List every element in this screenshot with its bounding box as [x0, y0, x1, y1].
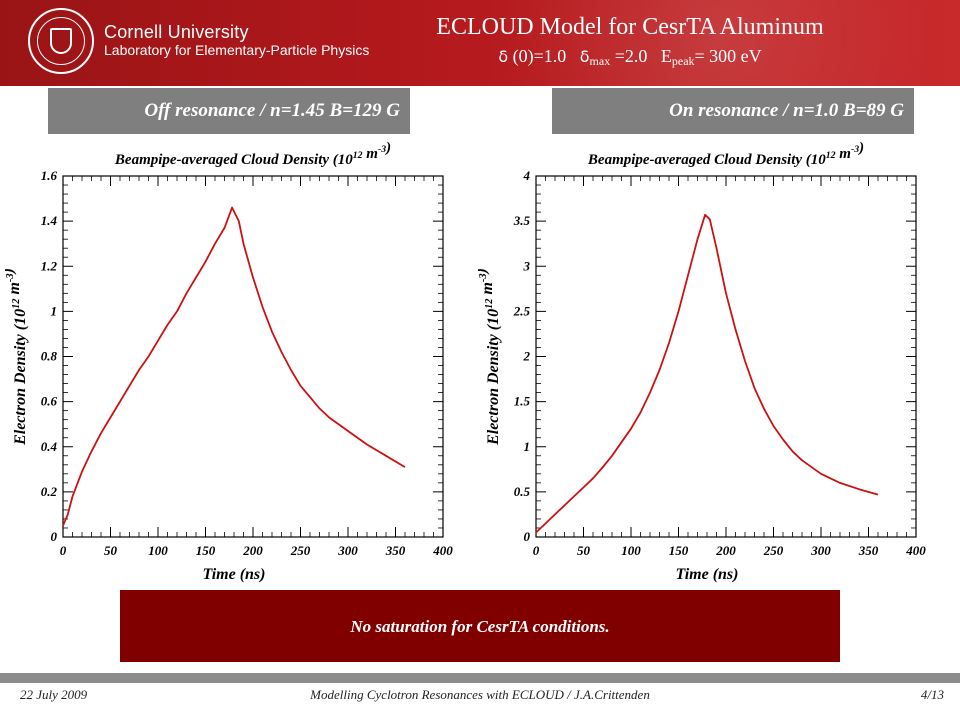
x-tick-label: 100	[621, 543, 641, 558]
right-panel-label: On resonance / n=1.0 B=89 G	[552, 88, 914, 134]
left-panel-label: Off resonance / n=1.45 B=129 G	[48, 88, 410, 134]
y-tick-label: 1	[51, 303, 58, 318]
y-axis-label: Electron Density (1012 m-3)	[478, 268, 502, 446]
delta-zero-value: (0)=1.0	[512, 46, 567, 66]
e-peak-symbol: E	[660, 46, 672, 66]
y-tick-label: 0.8	[41, 349, 58, 364]
x-tick-label: 50	[577, 543, 591, 558]
x-tick-label: 300	[337, 543, 358, 558]
y-tick-label: 1.2	[41, 258, 58, 273]
y-tick-label: 0.4	[41, 439, 58, 454]
slide-header: Cornell University Laboratory for Elemen…	[0, 0, 960, 86]
delta-symbol-2: δ	[579, 47, 590, 66]
y-tick-label: 2.5	[513, 303, 531, 318]
series-line	[62, 206, 406, 527]
y-tick-label: 1.5	[514, 394, 531, 409]
footer-page-number: 4/13	[920, 687, 944, 702]
footer-title: Modelling Cyclotron Resonances with ECLO…	[310, 687, 650, 702]
x-tick-label: 150	[196, 543, 216, 558]
y-axis-label: Electron Density (1012 m-3)	[5, 268, 29, 446]
x-tick-label: 150	[669, 543, 689, 558]
series-line	[535, 213, 879, 534]
x-tick-label: 100	[148, 543, 168, 558]
x-tick-label: 250	[290, 543, 311, 558]
slide-subtitle: δ (0)=1.0 δmax =2.0 Epeak= 300 eV	[400, 46, 860, 69]
y-tick-label: 4	[523, 168, 531, 183]
x-tick-label: 350	[858, 543, 879, 558]
chart-title: Beampipe-averaged Cloud Density (1012 m-…	[587, 140, 864, 168]
y-tick-label: 0.2	[41, 484, 58, 499]
x-axis-label: Time (ns)	[676, 566, 739, 583]
y-tick-label: 3	[523, 258, 531, 273]
y-tick-label: 0	[51, 529, 58, 544]
x-tick-label: 0	[533, 543, 540, 558]
footer-bar	[0, 673, 960, 683]
chart-on-resonance: Beampipe-averaged Cloud Density (1012 m-…	[478, 140, 926, 583]
lab-name: Laboratory for Elementary-Particle Physi…	[104, 42, 370, 58]
footer-date: 22 July 2009	[20, 687, 88, 702]
delta-symbol-1: δ	[498, 47, 509, 66]
header-watermark	[360, 0, 960, 86]
seal-ring	[37, 17, 85, 65]
x-tick-label: 50	[104, 543, 118, 558]
x-axis-label: Time (ns)	[203, 566, 266, 583]
e-peak-index: peak	[671, 54, 695, 68]
x-tick-label: 350	[385, 543, 406, 558]
y-tick-label: 1	[524, 439, 531, 454]
delta-max-index: max	[589, 54, 611, 68]
y-tick-label: 0.6	[41, 394, 58, 409]
seal-shield-icon	[50, 28, 72, 54]
plot-frame	[62, 175, 444, 538]
y-tick-label: 1.6	[41, 168, 58, 183]
y-tick-label: 1.4	[41, 213, 58, 228]
university-name: Cornell University	[104, 22, 249, 42]
y-tick-label: 3.5	[513, 213, 531, 228]
delta-max-value: =2.0	[614, 46, 648, 66]
conclusion-box: No saturation for CesrTA conditions.	[120, 590, 840, 662]
conclusion-text: No saturation for CesrTA conditions.	[350, 617, 610, 636]
x-tick-label: 200	[242, 543, 263, 558]
y-tick-label: 0	[524, 529, 531, 544]
x-tick-label: 400	[432, 543, 453, 558]
x-tick-label: 400	[905, 543, 926, 558]
plot-frame	[535, 175, 917, 538]
cornell-seal-logo	[28, 8, 94, 74]
y-tick-label: 2	[523, 349, 531, 364]
x-tick-label: 250	[763, 543, 784, 558]
x-tick-label: 0	[60, 543, 67, 558]
slide-title: ECLOUD Model for CesrTA Aluminum	[436, 14, 824, 40]
e-peak-value: = 300 eV	[694, 46, 762, 66]
x-tick-label: 200	[715, 543, 736, 558]
y-tick-label: 0.5	[514, 484, 531, 499]
chart-off-resonance: Beampipe-averaged Cloud Density (1012 m-…	[5, 140, 453, 583]
chart-title: Beampipe-averaged Cloud Density (1012 m-…	[114, 140, 391, 168]
x-tick-label: 300	[810, 543, 831, 558]
